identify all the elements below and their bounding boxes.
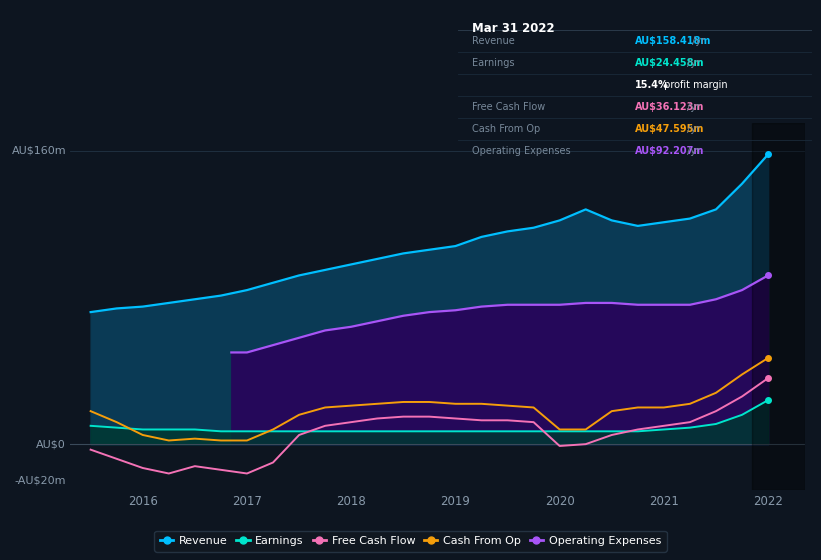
Text: Operating Expenses: Operating Expenses — [472, 146, 571, 156]
Text: AU$47.595m: AU$47.595m — [635, 124, 704, 134]
Text: /yr: /yr — [684, 102, 700, 112]
Text: AU$158.418m: AU$158.418m — [635, 36, 711, 46]
Text: /yr: /yr — [684, 58, 700, 68]
Text: AU$0: AU$0 — [36, 439, 67, 449]
Text: Revenue: Revenue — [472, 36, 515, 46]
Text: AU$160m: AU$160m — [11, 146, 67, 156]
Text: Earnings: Earnings — [472, 58, 515, 68]
Text: AU$36.123m: AU$36.123m — [635, 102, 704, 112]
Text: /yr: /yr — [684, 124, 700, 134]
Bar — [753, 123, 805, 490]
Legend: Revenue, Earnings, Free Cash Flow, Cash From Op, Operating Expenses: Revenue, Earnings, Free Cash Flow, Cash … — [154, 530, 667, 552]
Text: AU$92.207m: AU$92.207m — [635, 146, 704, 156]
Text: -AU$20m: -AU$20m — [15, 476, 67, 486]
Text: Cash From Op: Cash From Op — [472, 124, 540, 134]
Text: 15.4%: 15.4% — [635, 80, 668, 90]
Text: profit margin: profit margin — [661, 80, 727, 90]
Text: Mar 31 2022: Mar 31 2022 — [472, 22, 555, 35]
Text: Free Cash Flow: Free Cash Flow — [472, 102, 545, 112]
Text: AU$24.458m: AU$24.458m — [635, 58, 704, 68]
Text: /yr: /yr — [684, 146, 700, 156]
Text: /yr: /yr — [689, 36, 704, 46]
